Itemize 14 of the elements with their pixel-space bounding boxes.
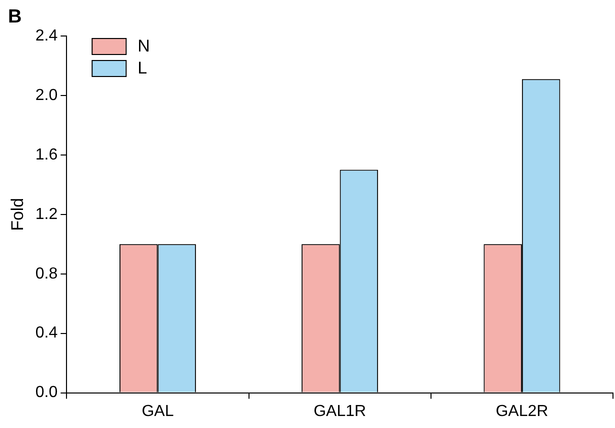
- legend-label: L: [138, 58, 148, 78]
- y-tick-label: 2.4: [35, 27, 58, 44]
- y-tick-label: 2.0: [35, 86, 58, 104]
- x-tick-label: GAL1R: [314, 402, 366, 420]
- y-tick-label: 1.2: [35, 206, 58, 223]
- x-tick-label: GAL: [142, 402, 174, 420]
- x-tick-label: GAL2R: [496, 402, 548, 420]
- y-axis-title: Fold: [8, 198, 27, 231]
- text: B: [8, 6, 22, 28]
- y-tick-label: 0.4: [35, 324, 58, 342]
- legend-label: N: [138, 36, 150, 56]
- y-tick-label: 0.0: [35, 384, 58, 402]
- y-tick-label: 0.8: [35, 265, 58, 282]
- y-tick-label: 1.6: [35, 146, 58, 164]
